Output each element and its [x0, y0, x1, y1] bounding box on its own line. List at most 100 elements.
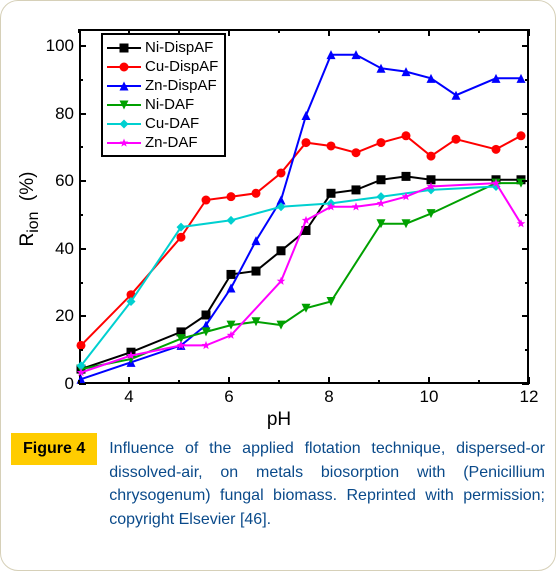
- y-minor-tick: [525, 349, 529, 351]
- legend-marker-icon: [119, 99, 130, 110]
- figure-tag: Figure 4: [11, 433, 97, 465]
- figure-container: Rion (%) pH 0204060801004681012 Ni-DispA…: [0, 0, 556, 571]
- x-minor-tick: [478, 380, 480, 384]
- legend-swatch: [107, 117, 141, 131]
- marker: [177, 233, 186, 242]
- legend-label: Ni-DispAF: [145, 39, 213, 56]
- legend: Ni-DispAF Cu-DispAF Zn-DispAF Ni-DAF Cu-DAF Z…: [101, 33, 226, 157]
- x-minor-tick: [378, 29, 380, 33]
- y-tick-label: 100: [34, 36, 74, 56]
- y-tick-label: 40: [34, 239, 74, 259]
- legend-swatch: [107, 41, 141, 55]
- legend-label: Ni-DAF: [145, 96, 194, 113]
- x-tick: [328, 29, 330, 36]
- y-tick: [79, 45, 86, 47]
- x-minor-tick: [178, 380, 180, 384]
- y-tick: [79, 315, 86, 317]
- marker: [327, 141, 336, 150]
- legend-item: Zn-DAF: [107, 133, 218, 152]
- x-minor-tick: [278, 380, 280, 384]
- marker: [377, 199, 386, 207]
- legend-item: Ni-DispAF: [107, 38, 218, 57]
- legend-item: Zn-DispAF: [107, 76, 218, 95]
- marker: [202, 341, 211, 349]
- y-minor-tick: [525, 146, 529, 148]
- marker: [352, 185, 361, 194]
- legend-marker-icon: [119, 42, 130, 53]
- x-tick-label: 4: [124, 387, 133, 407]
- legend-marker-icon: [119, 137, 130, 148]
- y-tick-label: 20: [34, 306, 74, 326]
- y-tick: [522, 248, 529, 250]
- y-tick: [79, 248, 86, 250]
- y-tick: [79, 383, 86, 385]
- marker: [227, 270, 236, 279]
- marker: [227, 216, 236, 225]
- x-minor-tick: [78, 380, 80, 384]
- y-minor-tick: [525, 79, 529, 81]
- y-tick: [79, 180, 86, 182]
- x-tick-label: 12: [520, 387, 539, 407]
- x-tick-label: 6: [224, 387, 233, 407]
- legend-label: Zn-DispAF: [145, 77, 217, 94]
- marker: [352, 148, 361, 157]
- marker: [427, 209, 436, 218]
- x-tick: [428, 29, 430, 36]
- x-minor-tick: [478, 29, 480, 33]
- x-minor-tick: [78, 29, 80, 33]
- marker: [227, 192, 236, 201]
- legend-item: Ni-DAF: [107, 95, 218, 114]
- marker: [252, 267, 261, 276]
- x-tick: [128, 377, 130, 384]
- legend-marker-icon: [119, 61, 130, 72]
- x-tick: [228, 29, 230, 36]
- y-tick-label: 80: [34, 104, 74, 124]
- marker: [327, 189, 336, 198]
- y-tick: [522, 180, 529, 182]
- marker: [277, 169, 286, 178]
- legend-swatch: [107, 136, 141, 150]
- marker: [302, 138, 311, 147]
- legend-label: Cu-DispAF: [145, 58, 218, 75]
- y-tick-label: 0: [34, 374, 74, 394]
- y-tick: [79, 113, 86, 115]
- marker: [402, 131, 411, 140]
- marker: [202, 311, 211, 320]
- y-tick: [522, 315, 529, 317]
- x-axis-label: pH: [9, 409, 549, 431]
- marker: [302, 111, 311, 120]
- x-minor-tick: [278, 29, 280, 33]
- x-tick-label: 8: [324, 387, 333, 407]
- marker: [517, 131, 526, 140]
- x-tick: [328, 377, 330, 384]
- x-minor-tick: [378, 380, 380, 384]
- marker: [352, 202, 361, 210]
- x-tick: [528, 29, 530, 36]
- series-Cu-DispAF: [81, 136, 521, 346]
- marker: [377, 138, 386, 147]
- marker: [252, 189, 261, 198]
- legend-swatch: [107, 60, 141, 74]
- y-minor-tick: [525, 214, 529, 216]
- marker: [452, 135, 461, 144]
- legend-label: Cu-DAF: [145, 115, 199, 132]
- legend-marker-icon: [119, 80, 130, 91]
- legend-label: Zn-DAF: [145, 134, 198, 151]
- x-tick: [428, 377, 430, 384]
- figure-caption: Figure 4 Influence of the applied flotat…: [11, 433, 545, 532]
- marker: [227, 283, 236, 292]
- y-minor-tick: [79, 79, 83, 81]
- y-minor-tick: [525, 282, 529, 284]
- marker: [402, 172, 411, 181]
- marker: [377, 175, 386, 184]
- marker: [202, 196, 211, 205]
- marker: [427, 152, 436, 161]
- x-tick: [228, 377, 230, 384]
- y-minor-tick: [79, 349, 83, 351]
- y-tick: [522, 113, 529, 115]
- marker: [492, 145, 501, 154]
- y-minor-tick: [79, 146, 83, 148]
- x-tick: [528, 377, 530, 384]
- figure-caption-text: Influence of the applied flotation techn…: [109, 433, 545, 532]
- y-minor-tick: [79, 282, 83, 284]
